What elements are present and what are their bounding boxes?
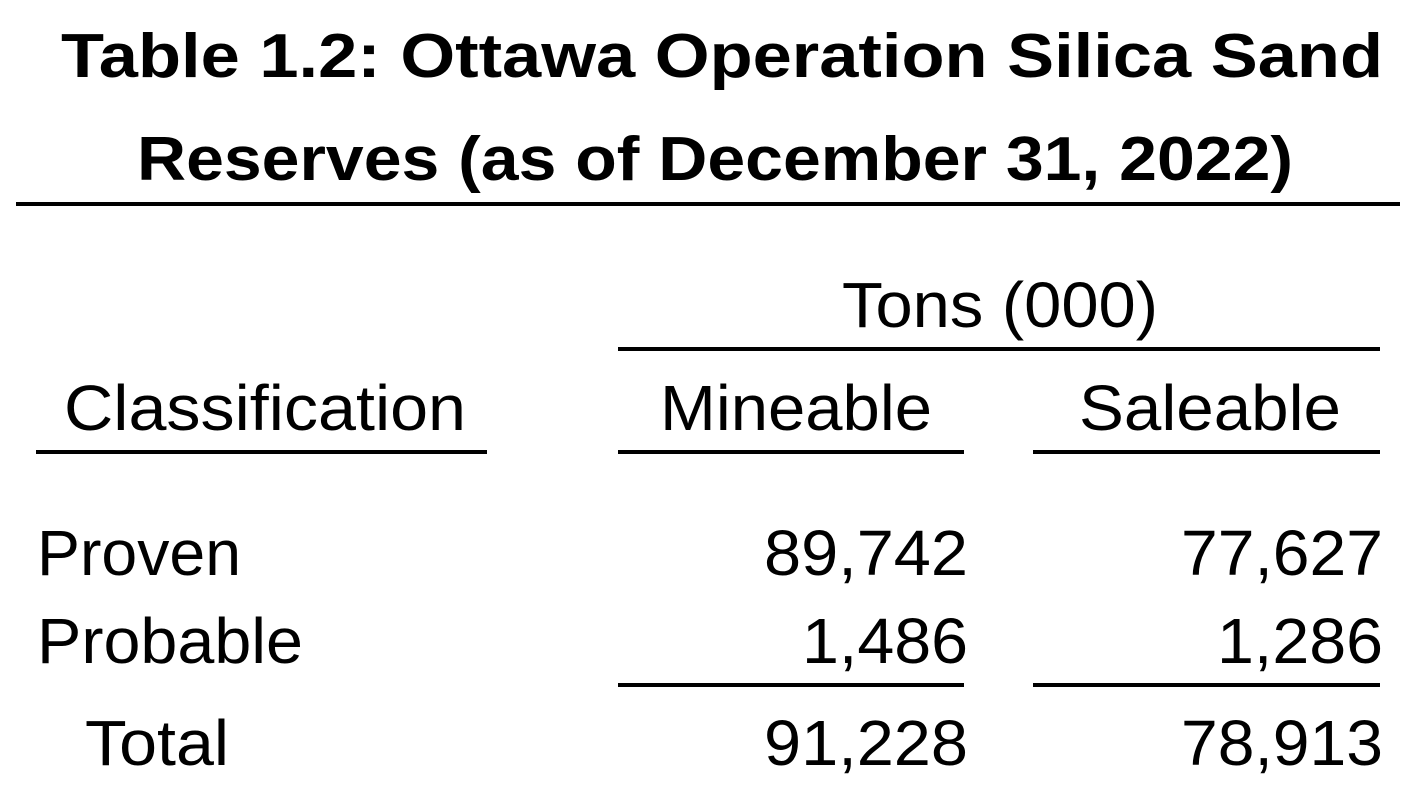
title-line: Reserves (as of December 31, 2022) bbox=[137, 125, 1293, 194]
cell-value: 1,486 bbox=[802, 605, 968, 677]
column-header: Saleable bbox=[1079, 372, 1341, 444]
cell-value: 77,627 bbox=[1181, 517, 1383, 589]
cell-value: 89,742 bbox=[764, 517, 968, 589]
total-value: 91,228 bbox=[764, 707, 968, 779]
total-label: Total bbox=[85, 707, 229, 779]
row-label: Proven bbox=[37, 517, 241, 589]
row-label: Probable bbox=[37, 605, 303, 677]
column-header: Classification bbox=[64, 372, 466, 444]
title-line: Table 1.2: Ottawa Operation Silica Sand bbox=[61, 22, 1383, 91]
cell-value: 1,286 bbox=[1217, 605, 1383, 677]
total-value: 78,913 bbox=[1181, 707, 1383, 779]
group-header: Tons (000) bbox=[842, 269, 1158, 341]
column-header: Mineable bbox=[660, 372, 932, 444]
